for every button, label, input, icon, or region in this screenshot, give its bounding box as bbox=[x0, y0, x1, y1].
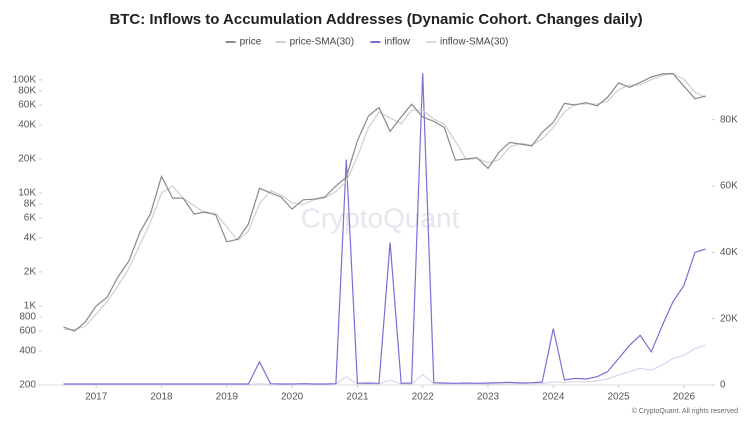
x-tick-label: 2026 bbox=[673, 392, 696, 403]
y-tick-label: 600 bbox=[19, 326, 36, 337]
y-tick-label: 10K bbox=[18, 188, 36, 199]
legend-label: price bbox=[240, 37, 262, 48]
x-tick-label: 2023 bbox=[477, 392, 500, 403]
y-tick-label: 4K bbox=[24, 233, 37, 244]
x-tick-label: 2018 bbox=[150, 392, 173, 403]
y-tick-label: 80K bbox=[18, 86, 36, 97]
legend-label: inflow bbox=[384, 37, 410, 48]
series-line bbox=[63, 73, 706, 385]
y-tick-label: 6K bbox=[24, 213, 37, 224]
y-tick-label: 8K bbox=[24, 199, 37, 210]
series-line bbox=[63, 72, 706, 332]
x-tick-label: 2025 bbox=[607, 392, 630, 403]
chart-title: BTC: Inflows to Accumulation Addresses (… bbox=[109, 11, 642, 28]
legend-label: price-SMA(30) bbox=[290, 37, 354, 48]
x-tick-label: 2019 bbox=[216, 392, 239, 403]
y2-tick-label: 20K bbox=[720, 313, 738, 324]
watermark: CryptoQuant bbox=[301, 202, 460, 233]
y-tick-label: 2K bbox=[24, 267, 37, 278]
footer: © CryptoQuant. All rights reserved bbox=[632, 407, 738, 415]
y-tick-label: 200 bbox=[19, 380, 36, 391]
y-tick-label: 1K bbox=[24, 301, 37, 312]
y-tick-label: 60K bbox=[18, 100, 36, 111]
y-tick-label: 40K bbox=[18, 120, 36, 131]
legend-label: inflow-SMA(30) bbox=[440, 37, 508, 48]
series-line bbox=[63, 344, 706, 386]
y-tick-label: 400 bbox=[19, 346, 36, 357]
x-tick-label: 2022 bbox=[412, 392, 435, 403]
y2-tick-label: 40K bbox=[720, 247, 738, 258]
y2-tick-label: 80K bbox=[720, 114, 738, 125]
y-tick-label: 20K bbox=[18, 154, 36, 165]
x-tick-label: 2024 bbox=[542, 392, 565, 403]
x-tick-label: 2020 bbox=[281, 392, 304, 403]
y2-tick-label: 0 bbox=[720, 380, 726, 391]
x-tick-label: 2021 bbox=[346, 392, 369, 403]
y-tick-label: 100K bbox=[13, 75, 37, 86]
x-tick-label: 2017 bbox=[85, 392, 108, 403]
y-tick-label: 800 bbox=[19, 312, 36, 323]
y2-tick-label: 60K bbox=[720, 181, 738, 192]
